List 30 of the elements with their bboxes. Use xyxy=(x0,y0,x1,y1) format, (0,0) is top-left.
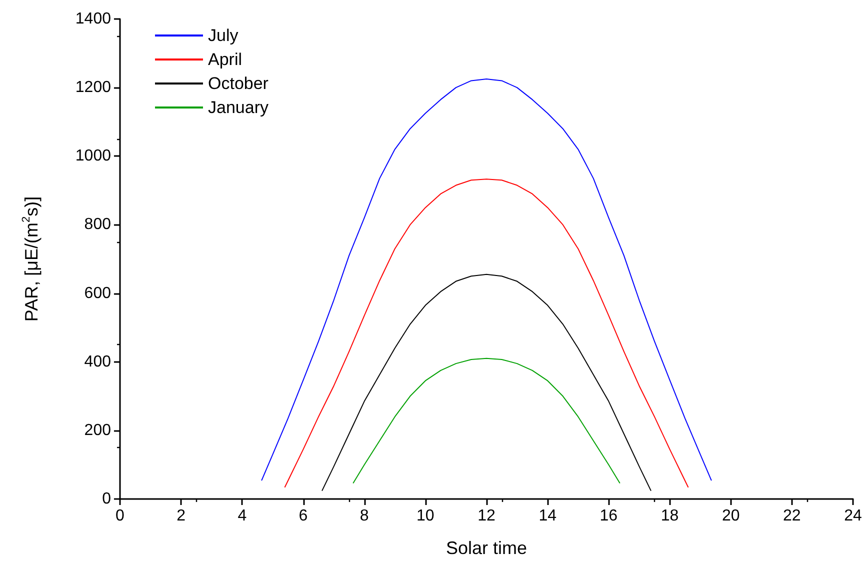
y-axis-title: PAR, [μE/(m2s)] xyxy=(20,196,42,322)
y-tick-label: 1000 xyxy=(75,148,112,165)
legend-label: January xyxy=(208,98,269,117)
y-tick-label: 0 xyxy=(102,490,112,508)
y-tick-label: 400 xyxy=(84,353,112,370)
x-tick-label: 24 xyxy=(844,508,862,524)
y-tick-label: 200 xyxy=(84,422,112,439)
y-tick-label: 1200 xyxy=(75,79,112,96)
x-tick-label: 12 xyxy=(478,508,496,524)
legend-label: July xyxy=(208,26,239,45)
line-series xyxy=(352,358,620,484)
line-series xyxy=(322,274,652,491)
legend-label: April xyxy=(208,50,242,69)
y-tick-label: 600 xyxy=(84,284,112,302)
x-tick-label: 4 xyxy=(238,508,247,524)
x-tick-label: 20 xyxy=(722,508,740,524)
line-series xyxy=(284,178,689,488)
x-tick-label: 8 xyxy=(360,508,369,524)
x-tick-label: 2 xyxy=(176,508,186,524)
x-tick-label: 14 xyxy=(538,508,557,524)
x-tick-label: 16 xyxy=(600,508,618,524)
y-tick-label: 1400 xyxy=(75,10,112,28)
x-tick-label: 10 xyxy=(416,508,434,524)
y-tick-label: 800 xyxy=(84,216,112,234)
legend-label: October xyxy=(208,74,269,93)
x-tick-label: 22 xyxy=(783,508,801,524)
x-axis-title: Solar time xyxy=(446,538,528,558)
x-tick-label: 0 xyxy=(116,508,125,524)
x-tick-label: 18 xyxy=(660,508,679,524)
x-tick-label: 6 xyxy=(298,508,308,524)
